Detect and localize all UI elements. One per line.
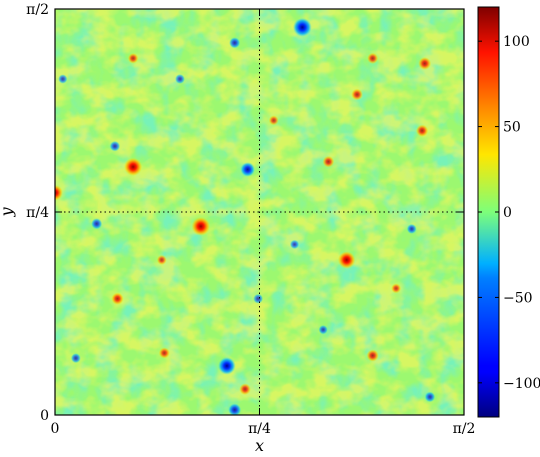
y-tick-label-1: π/4 [26,205,49,221]
colorbar-tick-label-0: 100 [503,34,530,50]
vortex-30 [318,324,328,335]
vortex-31 [391,283,402,294]
vortex-28 [70,353,81,364]
vortex-24 [268,115,279,126]
y-axis-label: y [0,207,16,218]
x-tick-label-0: 0 [51,421,60,437]
y-tick-label-0: 0 [40,408,49,424]
heatmap-field [55,9,464,415]
vortex-0 [292,17,312,37]
vortex-16 [367,52,379,64]
vortex-9 [418,56,432,70]
vortex-13 [158,347,170,359]
vortex-20 [127,52,139,64]
vortex-11 [228,403,242,415]
vortex-27 [289,239,300,250]
vortex-12 [239,383,251,396]
vortex-29 [156,254,167,265]
vortex-23 [58,74,68,84]
colorbar-tick-label-2: 0 [503,205,512,221]
vortex-18 [406,223,417,234]
vortex-25 [415,124,429,137]
vortex-17 [229,37,241,49]
colorbar-ticks: 100 50 0 −50 −100 [478,34,540,392]
vortex-5 [337,251,356,269]
vortex-14 [109,140,121,152]
vortex-26 [174,73,186,85]
vortex-22 [253,293,264,304]
vortex-8 [366,349,379,362]
y-tick-label-2: π/2 [26,2,49,18]
colorbar-tick-label-1: 50 [503,120,521,136]
x-tick-label-1: π/4 [248,421,271,437]
vortex-4 [191,216,211,236]
vortex-15 [322,155,335,168]
x-axis-label: x [255,436,264,455]
x-tick-label-2: π/2 [453,421,476,437]
vortex-10 [111,292,124,305]
vortex-2 [240,162,256,177]
vortex-1 [123,157,143,176]
colorbar-tick-label-3: −50 [503,290,533,306]
vortex-layer [55,17,436,415]
vortex-19 [424,391,436,403]
colorbar-tick-label-4: −100 [503,376,540,392]
vortex-6 [91,218,103,230]
vortex-3 [55,184,63,201]
axis-ticks [55,9,464,415]
vortex-21 [351,88,363,101]
vortex-7 [218,357,236,375]
